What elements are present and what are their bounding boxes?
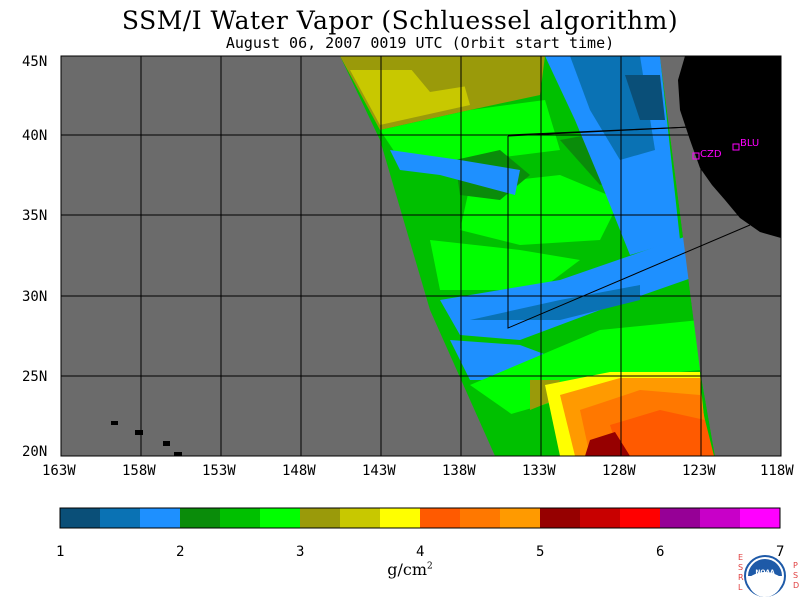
lon-labels: 163W 158W 153W 148W 143W 138W 133W 128W … (42, 463, 794, 479)
colorbar-segment (220, 508, 261, 528)
colorbar-segment (460, 508, 501, 528)
colorbar-segment (500, 508, 541, 528)
station-czd-marker (692, 152, 700, 160)
colorbar-segment (140, 508, 181, 528)
colorbar-label: 2 (176, 544, 184, 560)
logo-center-text: NOAA (755, 569, 775, 576)
lon-label: 148W (282, 463, 316, 479)
lat-label: 30N (22, 289, 47, 305)
lon-label: 128W (602, 463, 636, 479)
station-blu-marker (732, 143, 740, 151)
colorbar-segment (60, 508, 101, 528)
lon-label: 153W (202, 463, 236, 479)
colorbar-segment (380, 508, 421, 528)
colorbar-segment (260, 508, 301, 528)
land-mass (678, 56, 781, 238)
lon-label: 118W (760, 463, 794, 479)
colorbar-segment (420, 508, 461, 528)
colorbar-labels: 1 2 3 4 5 6 7 (56, 544, 784, 560)
lat-label: 25N (22, 369, 47, 385)
lat-label: 35N (22, 208, 47, 224)
station-blu-label: BLU (740, 138, 759, 149)
lon-label: 138W (442, 463, 476, 479)
colorbar-label: 7 (776, 544, 784, 560)
colorbar-segment (300, 508, 341, 528)
colorbar (60, 508, 781, 528)
colorbar-unit-exp: 2 (427, 561, 433, 572)
map-title: SSM/I Water Vapor (Schluessel algorithm) (121, 6, 679, 35)
colorbar-segment (100, 508, 141, 528)
colorbar-frame (59, 507, 781, 529)
lon-label: 158W (122, 463, 156, 479)
map-grid (61, 56, 781, 456)
colorbar-unit: g/cm2 (380, 560, 440, 579)
lon-label: 133W (522, 463, 556, 479)
colorbar-unit-text: g/cm (387, 560, 428, 579)
map-subtitle: August 06, 2007 0019 UTC (Orbit start ti… (225, 34, 615, 52)
colorbar-segment (620, 508, 661, 528)
colorbar-label: 4 (416, 544, 424, 560)
lat-label: 40N (22, 128, 47, 144)
colorbar-segment (740, 508, 781, 528)
colorbar-segment (660, 508, 701, 528)
colorbar-segment (700, 508, 741, 528)
lat-label: 45N (22, 54, 47, 70)
colorbar-label: 1 (56, 544, 64, 560)
colorbar-segment (540, 508, 581, 528)
map-frame (60, 55, 782, 457)
station-czd-label: CZD (700, 149, 722, 160)
colorbar-segment (340, 508, 381, 528)
lon-label: 163W (42, 463, 76, 479)
region-outline-path (507, 126, 751, 329)
lat-label: 20N (22, 444, 47, 460)
lon-label: 123W (682, 463, 716, 479)
lat-labels: 45N 40N 35N 30N 25N 20N (22, 54, 47, 460)
colorbar-label: 3 (296, 544, 304, 560)
lon-label: 143W (362, 463, 396, 479)
colorbar-segment (180, 508, 221, 528)
colorbar-segment (580, 508, 621, 528)
colorbar-label: 5 (536, 544, 544, 560)
colorbar-label: 6 (656, 544, 664, 560)
